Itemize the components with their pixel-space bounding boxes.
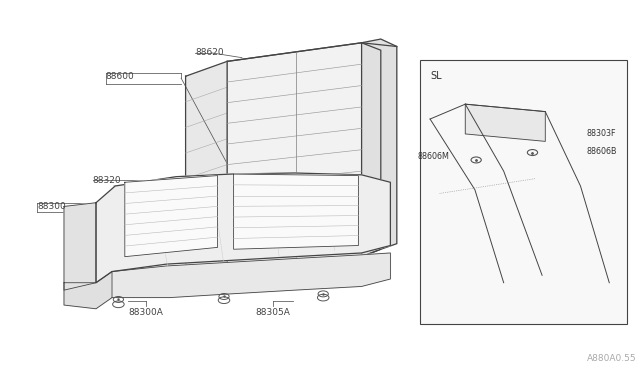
Polygon shape <box>362 39 397 257</box>
Text: SL: SL <box>430 71 442 81</box>
Bar <box>420 60 627 324</box>
Text: 88303F: 88303F <box>587 129 616 138</box>
Text: 88606M: 88606M <box>417 152 449 161</box>
Polygon shape <box>234 174 358 249</box>
Polygon shape <box>64 272 112 309</box>
Text: 88606B: 88606B <box>587 147 618 156</box>
Polygon shape <box>465 104 545 141</box>
Text: 88300: 88300 <box>37 202 66 211</box>
Text: A880A0.55: A880A0.55 <box>587 354 637 363</box>
Polygon shape <box>96 173 390 283</box>
Text: 88305A: 88305A <box>256 308 291 317</box>
Text: 88620: 88620 <box>195 48 224 57</box>
Text: 88300A: 88300A <box>129 308 163 317</box>
Polygon shape <box>227 43 381 268</box>
Polygon shape <box>112 253 390 298</box>
Polygon shape <box>64 203 96 290</box>
Polygon shape <box>186 61 227 281</box>
Text: 88320: 88320 <box>93 176 122 185</box>
Polygon shape <box>125 176 218 257</box>
Text: 88600: 88600 <box>106 72 134 81</box>
